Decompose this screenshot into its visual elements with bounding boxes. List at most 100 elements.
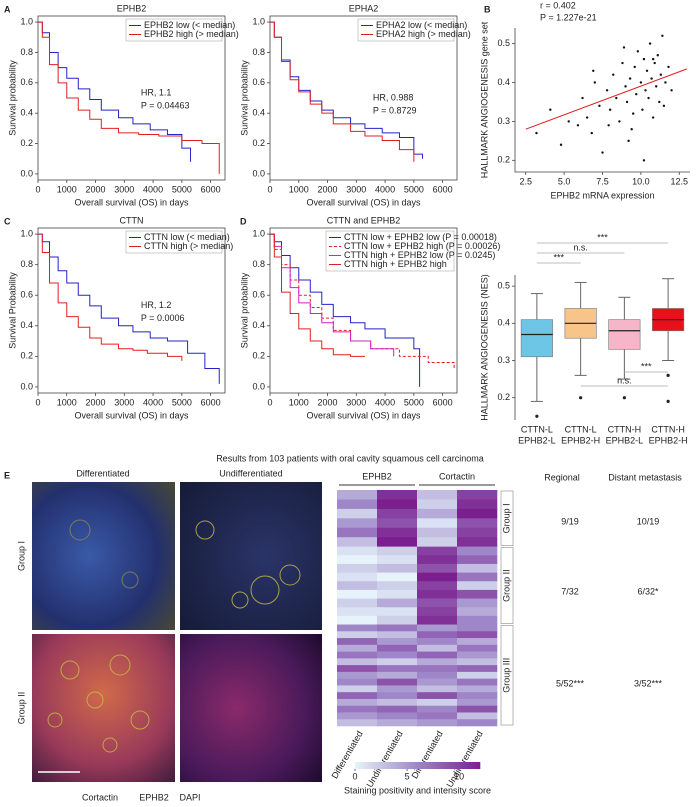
heatmap-cell — [417, 490, 458, 500]
colorbar-step — [430, 762, 433, 769]
cell-outlines — [47, 519, 301, 753]
heatmap-cell — [337, 631, 378, 639]
x-tick-label: 6000 — [201, 397, 221, 407]
heatmap-cell — [377, 658, 418, 666]
y-tick-label: 0.4 — [252, 320, 265, 330]
point — [608, 108, 612, 111]
survival-curve — [270, 233, 395, 357]
heatmap-cell — [457, 572, 498, 582]
axis-line — [514, 28, 690, 173]
heatmap-cell — [457, 719, 498, 727]
y-tick-label: 0.3 — [497, 355, 510, 365]
point — [622, 46, 626, 49]
heatmap-cell — [377, 665, 418, 673]
annotation: P = 0.0006 — [141, 313, 185, 323]
group-label: Group III — [501, 658, 511, 693]
heatmap-cell — [337, 527, 378, 538]
outlier — [535, 414, 539, 418]
table-cell: 10/19 — [637, 516, 660, 526]
point — [651, 116, 655, 119]
heatmap-cell — [417, 705, 458, 713]
image — [32, 634, 175, 782]
column-label: Undifferentiated — [444, 729, 484, 789]
y-axis-label: Survival Probability — [7, 272, 17, 349]
x-tick-label: 3000 — [346, 184, 366, 194]
row-label: Group I — [16, 541, 26, 571]
plot-frame — [37, 15, 226, 181]
plot-frame — [269, 15, 458, 181]
point — [627, 139, 630, 143]
image — [180, 482, 322, 630]
heatmap-cell — [457, 537, 498, 547]
heatmap-cell — [457, 712, 498, 720]
legend-box — [357, 18, 455, 42]
heatmap-cell — [457, 589, 498, 599]
x-tick-label: 5000 — [404, 397, 424, 407]
y-tick-label: 0.0 — [20, 168, 33, 178]
colorbar-step — [435, 762, 438, 769]
column-label: Differentiated — [409, 729, 444, 780]
heatmap-cell — [417, 638, 458, 646]
y-tick-label: 0.2 — [252, 138, 265, 148]
legend-label: CTTN low (< median) — [144, 232, 230, 242]
heatmap-cell — [377, 598, 418, 608]
point — [559, 143, 563, 146]
heatmap-cell — [377, 698, 418, 707]
heatmap-cell — [457, 518, 498, 529]
heatmap-cell — [337, 705, 378, 713]
chart-title: EPHA2 — [349, 3, 379, 13]
colorbar-step — [455, 762, 458, 769]
heatmap-cell — [417, 537, 458, 547]
heatmap-cell — [337, 624, 378, 632]
heatmap-cell — [377, 615, 418, 625]
heatmap-cell — [337, 658, 378, 666]
colorbar-step — [377, 762, 381, 769]
heatmap-cell — [337, 490, 378, 500]
y-tick-label: 0.2 — [497, 155, 510, 165]
heatmap-cell — [337, 665, 378, 673]
x-tick-label: 6000 — [433, 397, 453, 407]
y-tick-label: 0.2 — [20, 138, 33, 148]
heatmap-cell — [337, 692, 378, 700]
legend-label: EPHB2 high (> median) — [144, 29, 239, 39]
heatmap-cell — [377, 546, 418, 556]
colorbar-step — [447, 762, 451, 769]
chart-title: CTTN and EPHB2 — [327, 215, 401, 225]
colorbar-step — [382, 762, 386, 769]
colorbar-step — [392, 762, 396, 769]
x-tick-label: EPHB2-L — [518, 435, 556, 445]
colorbar-step — [462, 762, 466, 769]
point — [642, 159, 646, 162]
column-label: Differentiated — [329, 729, 364, 780]
colorbar-step — [405, 762, 408, 769]
heatmap-cell — [337, 615, 378, 625]
y-axis-label: Survival probability — [239, 60, 249, 136]
point — [535, 131, 538, 135]
heatmap-cell — [457, 624, 498, 632]
chart-title: EPHB2 — [117, 3, 147, 13]
colorbar-step — [477, 762, 481, 769]
point — [567, 120, 570, 123]
x-tick-label: 2000 — [318, 397, 338, 407]
y-tick-label: 0.6 — [252, 290, 265, 300]
x-tick-label: 5.0 — [558, 176, 571, 186]
heatmap-cell — [417, 527, 458, 538]
heatmap-cell — [417, 671, 458, 679]
heatmap-cell — [377, 508, 418, 519]
legend-label: EPHA2 high (> median) — [376, 29, 471, 39]
heatmap-cell — [457, 658, 498, 666]
heatmap-cell — [457, 638, 498, 646]
heatmap-cell — [457, 490, 498, 500]
significance: n.s. — [617, 375, 632, 385]
x-tick-label: 4000 — [143, 184, 163, 194]
x-tick-label: EPHB2-L — [606, 435, 644, 445]
colorbar-step — [370, 762, 373, 769]
heatmap-cell — [417, 624, 458, 632]
annotation: HR, 1.2 — [141, 300, 172, 310]
point — [635, 92, 638, 96]
x-tick-label: CTTN-H — [651, 424, 685, 434]
y-tick-label: 0.4 — [20, 320, 33, 330]
x-tick-label: 1000 — [57, 397, 77, 407]
y-tick-label: 0.8 — [20, 259, 33, 269]
colorbar-step — [440, 762, 443, 769]
